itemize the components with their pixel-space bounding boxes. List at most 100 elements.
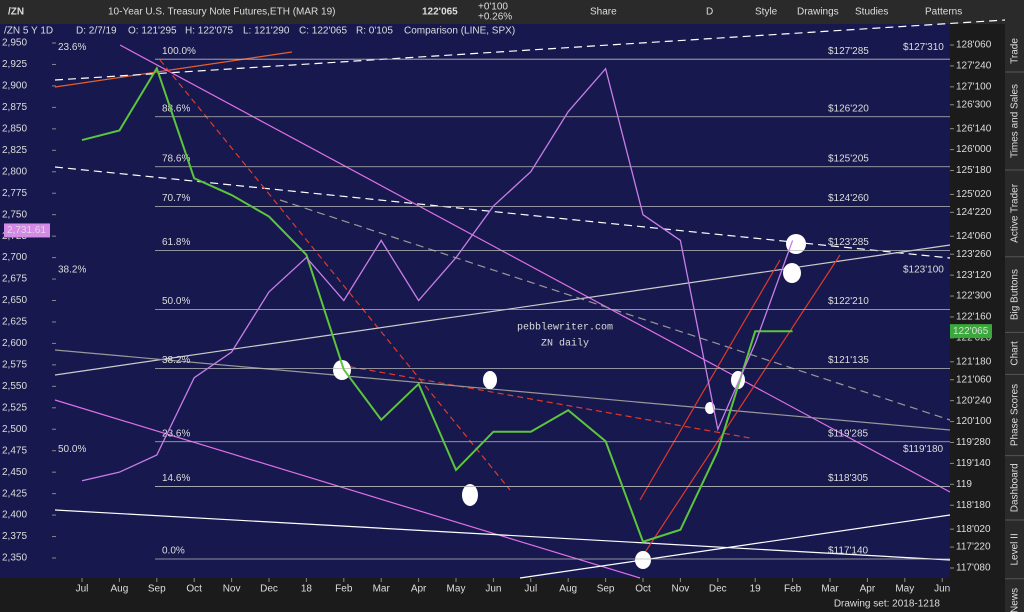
series-line xyxy=(81,65,793,543)
sidebar-tab[interactable]: Trade xyxy=(1010,38,1021,64)
sidebar-tab[interactable]: Phase Scores xyxy=(1010,384,1021,446)
comparison-tag xyxy=(4,223,50,238)
x-tick-label: May xyxy=(447,584,466,595)
fib-price: $127'310 xyxy=(903,42,944,53)
right-tick-label: 118'020 xyxy=(956,524,991,535)
x-tick-label: Oct xyxy=(186,584,202,595)
last: 122'065 xyxy=(422,7,458,18)
left-tick-label: 2,800 xyxy=(2,166,27,177)
fib-price: $123'285 xyxy=(828,237,869,248)
right-tick-label: 126'000 xyxy=(956,144,992,155)
left-tick-label: 2,875 xyxy=(2,102,27,113)
x-tick-label: Oct xyxy=(635,584,651,595)
marker xyxy=(783,263,801,283)
left-tick-label: 2,575 xyxy=(2,360,27,371)
x-tick-label: Sep xyxy=(148,584,166,595)
info-item: /ZN 5 Y 1D xyxy=(4,26,53,37)
left-tick-label: 2,500 xyxy=(2,424,27,435)
right-tick-label: 119'280 xyxy=(956,437,991,448)
x-tick-label: Mar xyxy=(373,584,391,595)
right-tick-label: 128'060 xyxy=(956,40,992,51)
last-price-label: 122'065 xyxy=(953,326,989,337)
right-tick-label: 124'220 xyxy=(956,207,992,218)
info-item: L: 121'290 xyxy=(243,26,290,37)
info-item: R: 0'105 xyxy=(356,26,393,37)
fib-pct: 78.6% xyxy=(162,153,190,164)
fib-price: $126'220 xyxy=(828,103,869,114)
toolbar-button[interactable]: Studies xyxy=(855,7,888,18)
x-tick-label: Dec xyxy=(709,584,727,595)
marker xyxy=(483,371,497,389)
fib-pct: 61.8% xyxy=(162,237,190,248)
watermark: pebblewriter.com xyxy=(517,322,613,334)
marker xyxy=(333,360,351,380)
trendline xyxy=(54,244,951,376)
trendline xyxy=(54,51,293,88)
left-tick-label: 2,475 xyxy=(2,445,27,456)
right-axis-bg xyxy=(950,24,1005,578)
right-tick-label: 125'180 xyxy=(956,165,992,176)
fib-pct: 70.7% xyxy=(162,193,190,204)
right-tick-label: 120'100 xyxy=(956,416,992,427)
toolbar-button[interactable]: Drawings xyxy=(797,7,839,18)
right-tick-label: 120'240 xyxy=(956,395,992,406)
marker xyxy=(635,551,651,569)
right-tick-label: 124'060 xyxy=(956,231,992,242)
sidebar-tab[interactable]: Chart xyxy=(1010,341,1021,366)
sidebar-tab[interactable]: Big Buttons xyxy=(1010,269,1021,320)
toolbar-button[interactable]: Share xyxy=(590,7,617,18)
fib-price: $118'305 xyxy=(828,473,869,484)
x-axis-bg xyxy=(0,578,1005,612)
fib-pct: 0.0% xyxy=(162,546,185,557)
info-item: H: 122'075 xyxy=(185,26,233,37)
right-tick-label: 121'180 xyxy=(956,356,992,367)
info-item: C: 122'065 xyxy=(299,26,347,37)
trendlines xyxy=(54,19,1006,579)
x-tick-label: Apr xyxy=(860,584,876,595)
right-tick-label: 118'180 xyxy=(956,500,991,511)
fib-price: $125'205 xyxy=(828,153,869,164)
toolbar-button[interactable]: D xyxy=(706,7,713,18)
x-tick-label: Jul xyxy=(524,584,537,595)
toolbar-button[interactable]: Style xyxy=(755,7,778,18)
symbol[interactable]: /ZN xyxy=(8,7,24,18)
x-tick-label: Apr xyxy=(411,584,427,595)
toolbar xyxy=(0,0,1024,24)
trendline xyxy=(54,19,1006,81)
right-tick-label: 127'240 xyxy=(956,61,992,72)
sidebar-tab[interactable]: Level II xyxy=(1010,533,1021,565)
series-line xyxy=(81,67,794,482)
right-tick-label: 119'140 xyxy=(956,458,991,469)
fib-price: $119'285 xyxy=(828,428,869,439)
x-tick-label: Dec xyxy=(260,584,278,595)
trendline xyxy=(639,254,841,561)
x-tick-label: 19 xyxy=(750,584,762,595)
left-tick-label: 2,525 xyxy=(2,402,27,413)
trendline xyxy=(519,514,951,579)
x-tick-label: Jun xyxy=(485,584,501,595)
left-tick-label: 2,900 xyxy=(2,81,27,92)
left-tick-label: 2,625 xyxy=(2,317,27,328)
x-tick-label: May xyxy=(895,584,914,595)
toolbar-button[interactable]: Patterns xyxy=(925,7,962,18)
left-tick-label: 2,825 xyxy=(2,145,27,156)
left-tick-label: 2,850 xyxy=(2,123,27,134)
trendline xyxy=(54,399,641,579)
x-tick-label: Feb xyxy=(784,584,802,595)
right-tick-label: 125'020 xyxy=(956,189,992,200)
sidebar-tab[interactable]: Dashboard xyxy=(1010,463,1021,512)
left-tick-label: 2,400 xyxy=(2,510,27,521)
x-tick-label: Jul xyxy=(76,584,89,595)
sidebar-tab[interactable]: Live News xyxy=(1010,588,1021,612)
left-tick-label: 2,750 xyxy=(2,209,27,220)
fib-price: $123'100 xyxy=(903,265,944,276)
right-tick-label: 122'300 xyxy=(956,291,992,302)
sidebar-tab[interactable]: Times and Sales xyxy=(1010,84,1021,158)
right-tick-label: 119 xyxy=(956,479,972,490)
right-tick-label: 123'120 xyxy=(956,270,992,281)
sidebar-tab[interactable]: Active Trader xyxy=(1010,183,1021,243)
info-item: O: 121'295 xyxy=(128,26,177,37)
change-pct: +0.26% xyxy=(478,12,512,23)
x-tick-label: 18 xyxy=(301,584,313,595)
